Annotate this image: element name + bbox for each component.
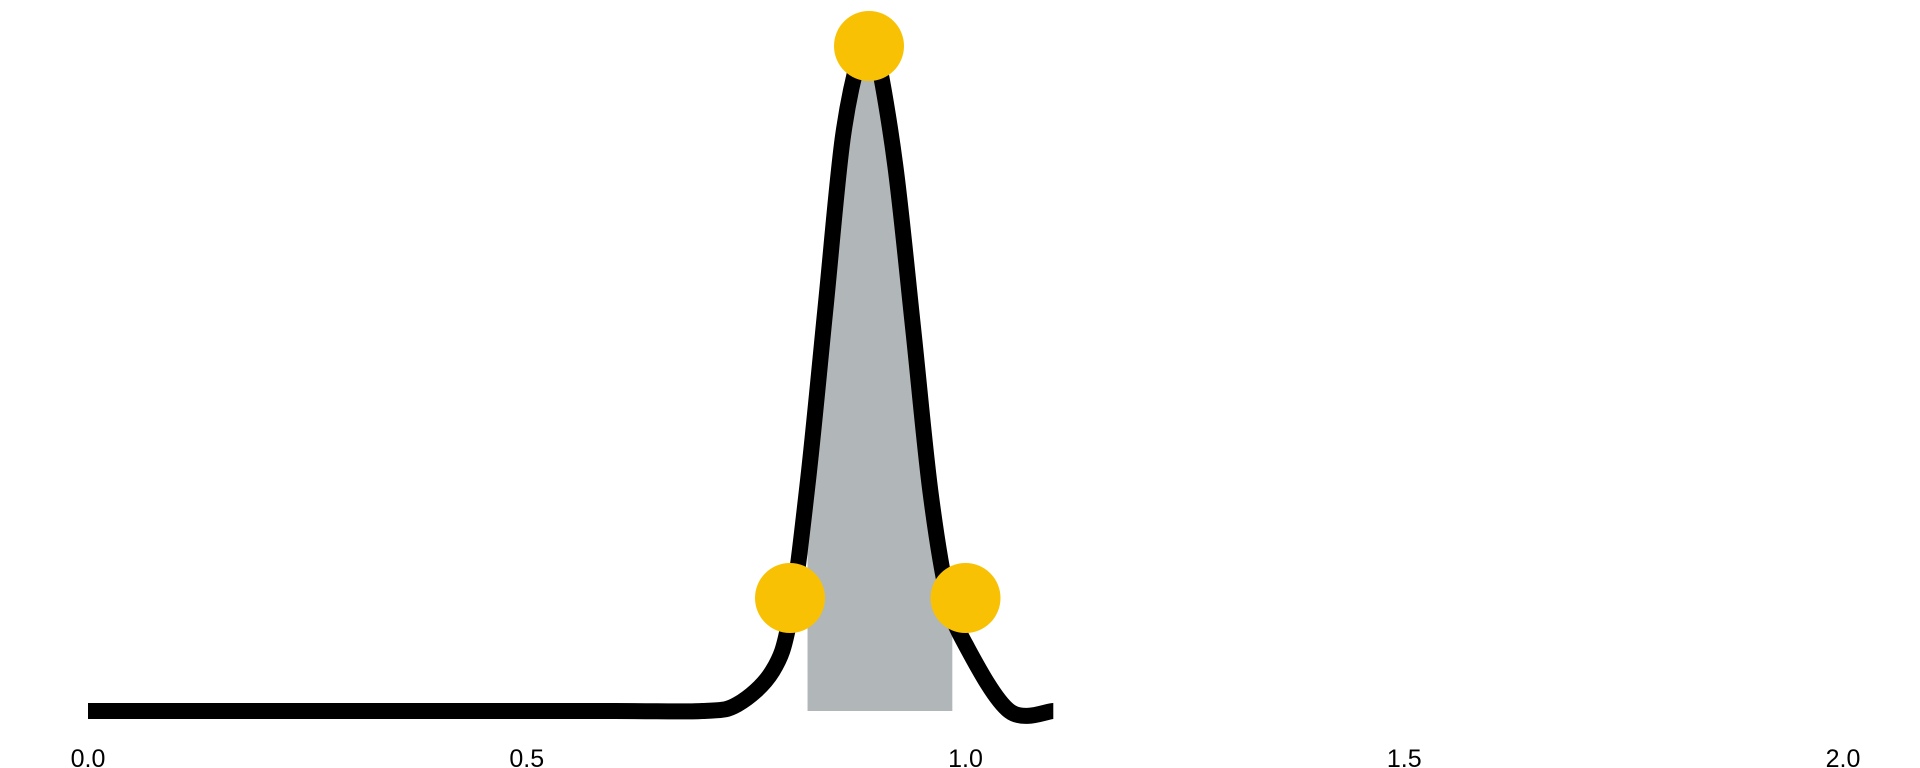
- shaded-area: [807, 46, 953, 712]
- density-curve-layer: [88, 35, 1055, 724]
- x-tick-label: 0.5: [509, 745, 544, 768]
- density-curve: [88, 35, 1055, 724]
- marker-layer: [755, 11, 1001, 633]
- x-tick-label: 0.0: [71, 745, 106, 768]
- marker-point-2: [834, 11, 904, 81]
- marker-point-3: [930, 563, 1001, 633]
- x-axis-tick-labels: 0.0 0.5 1.0 1.5 2.0: [71, 745, 1861, 768]
- shaded-area-layer: [807, 46, 953, 712]
- x-tick-label: 1.5: [1387, 745, 1422, 768]
- marker-point-1: [755, 563, 825, 633]
- x-tick-label: 1.0: [948, 745, 983, 768]
- x-tick-label: 2.0: [1826, 745, 1861, 768]
